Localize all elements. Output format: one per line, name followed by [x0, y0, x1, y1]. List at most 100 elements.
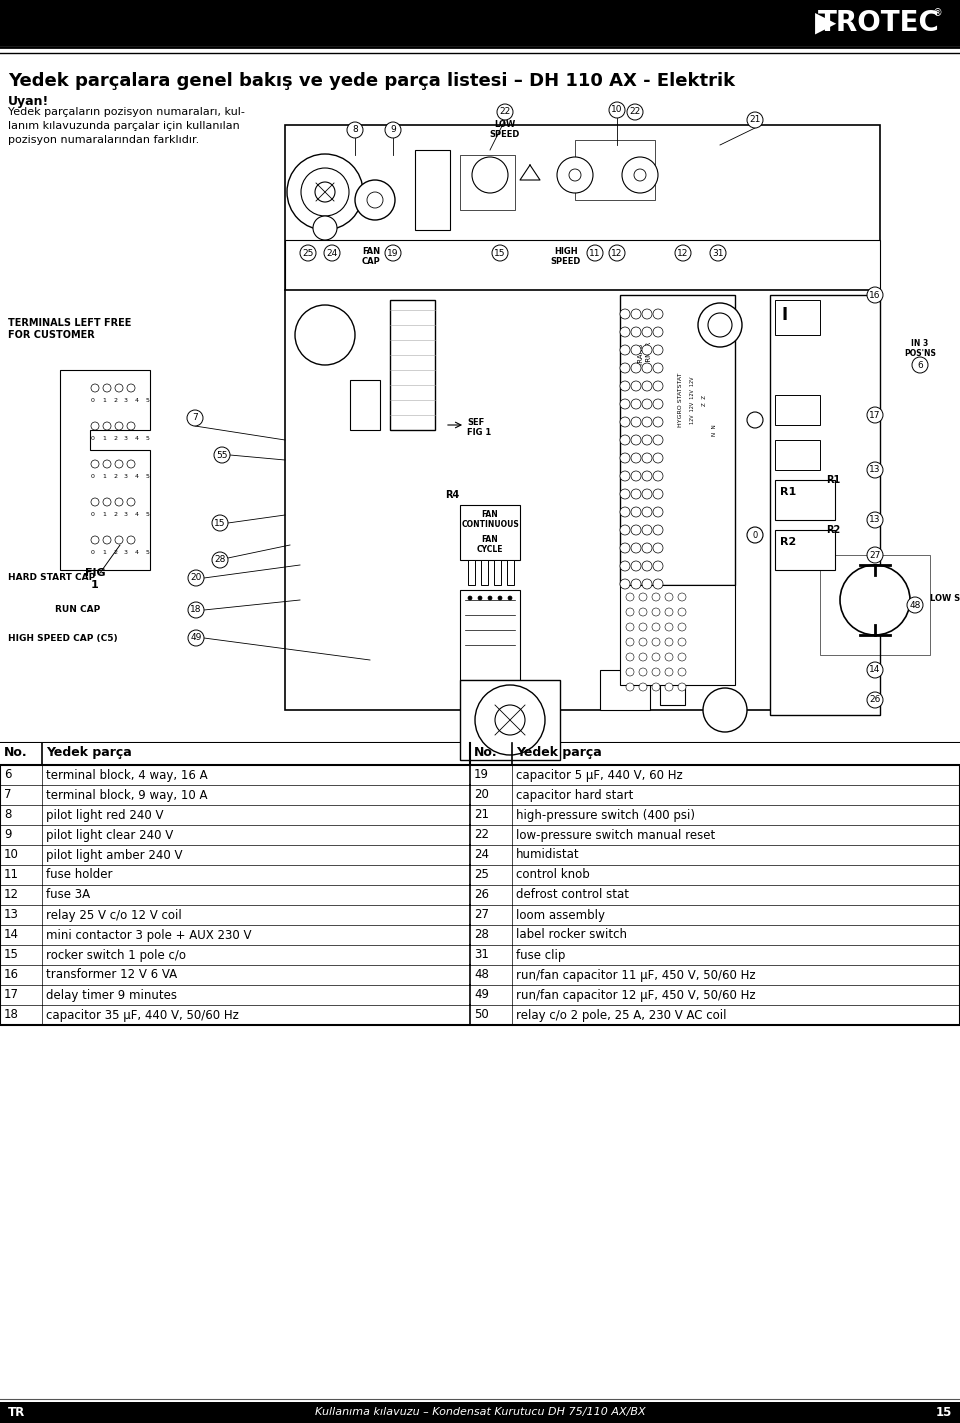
Text: fuse clip: fuse clip — [516, 949, 565, 962]
Text: terminal block, 9 way, 10 A: terminal block, 9 way, 10 A — [46, 788, 207, 801]
Text: 17: 17 — [4, 989, 19, 1002]
Text: 18: 18 — [4, 1009, 19, 1022]
Text: 8: 8 — [352, 125, 358, 135]
Circle shape — [587, 245, 603, 260]
Text: 0: 0 — [91, 511, 95, 517]
Text: 0: 0 — [753, 531, 757, 539]
Circle shape — [912, 357, 928, 373]
Circle shape — [652, 638, 660, 646]
Bar — [0, 1402, 960, 1423]
Circle shape — [665, 683, 673, 692]
Circle shape — [626, 623, 634, 630]
Circle shape — [652, 683, 660, 692]
Circle shape — [626, 683, 634, 692]
Circle shape — [127, 460, 135, 468]
Text: 31: 31 — [474, 949, 489, 962]
Circle shape — [867, 462, 883, 478]
Circle shape — [639, 593, 647, 601]
Bar — [775, 480, 835, 519]
Text: No.: No. — [4, 746, 28, 758]
Text: 26: 26 — [870, 696, 880, 704]
Text: R1: R1 — [780, 487, 796, 497]
Circle shape — [703, 687, 747, 731]
Text: low-pressure switch manual reset: low-pressure switch manual reset — [516, 828, 715, 841]
Circle shape — [115, 536, 123, 544]
Circle shape — [665, 638, 673, 646]
Circle shape — [665, 608, 673, 616]
Text: IN 3
POS'NS: IN 3 POS'NS — [904, 339, 936, 359]
Text: fuse 3A: fuse 3A — [46, 888, 90, 902]
Bar — [285, 290, 880, 710]
Text: 5: 5 — [146, 435, 150, 441]
Circle shape — [620, 507, 630, 517]
Bar — [460, 680, 560, 760]
Text: pilot light amber 240 V: pilot light amber 240 V — [46, 848, 182, 861]
Circle shape — [188, 630, 204, 646]
Bar — [575, 139, 655, 201]
Text: 1: 1 — [102, 435, 106, 441]
Text: 49: 49 — [190, 633, 202, 643]
Circle shape — [188, 602, 204, 618]
Text: 10: 10 — [612, 105, 623, 114]
Text: 0: 0 — [91, 474, 95, 478]
Circle shape — [472, 157, 508, 194]
Circle shape — [620, 398, 630, 408]
Circle shape — [653, 398, 663, 408]
Circle shape — [385, 122, 401, 138]
Text: relay 25 V c/o 12 V coil: relay 25 V c/o 12 V coil — [46, 908, 181, 922]
Text: 2: 2 — [113, 397, 117, 403]
Circle shape — [127, 498, 135, 507]
Text: Yedek parça: Yedek parça — [46, 746, 132, 758]
Circle shape — [747, 527, 763, 544]
Circle shape — [642, 435, 652, 445]
Bar — [770, 295, 880, 714]
Circle shape — [639, 608, 647, 616]
Text: TROTEC: TROTEC — [818, 9, 940, 37]
Circle shape — [642, 327, 652, 337]
Text: No.: No. — [474, 746, 497, 758]
Text: 17: 17 — [869, 410, 880, 420]
Bar — [775, 440, 820, 470]
Circle shape — [642, 417, 652, 427]
Circle shape — [508, 596, 512, 601]
Circle shape — [642, 398, 652, 408]
Circle shape — [710, 245, 726, 260]
Circle shape — [653, 561, 663, 571]
Text: 22: 22 — [474, 828, 489, 841]
Circle shape — [653, 344, 663, 354]
Text: Kullanıma kılavuzu – Kondensat Kurutucu DH 75/110 AX/BX: Kullanıma kılavuzu – Kondensat Kurutucu … — [315, 1407, 645, 1417]
Circle shape — [620, 525, 630, 535]
Bar — [820, 555, 930, 655]
Text: FAN
CYCLE: FAN CYCLE — [477, 535, 503, 555]
Circle shape — [652, 623, 660, 630]
Text: 0: 0 — [91, 397, 95, 403]
Circle shape — [639, 667, 647, 676]
Text: high-pressure switch (400 psi): high-pressure switch (400 psi) — [516, 808, 695, 821]
Text: 20: 20 — [190, 573, 202, 582]
Circle shape — [708, 313, 732, 337]
Circle shape — [103, 536, 111, 544]
Circle shape — [103, 460, 111, 468]
Circle shape — [620, 327, 630, 337]
Text: 21: 21 — [474, 808, 489, 821]
Text: capacitor 35 μF, 440 V, 50/60 Hz: capacitor 35 μF, 440 V, 50/60 Hz — [46, 1009, 239, 1022]
Circle shape — [620, 435, 630, 445]
Text: HARD START CAP: HARD START CAP — [8, 573, 95, 582]
Text: 3: 3 — [124, 549, 128, 555]
Circle shape — [639, 683, 647, 692]
Circle shape — [91, 384, 99, 391]
Text: run/fan capacitor 11 μF, 450 V, 50/60 Hz: run/fan capacitor 11 μF, 450 V, 50/60 Hz — [516, 969, 756, 982]
Circle shape — [115, 460, 123, 468]
Circle shape — [642, 381, 652, 391]
Text: control knob: control knob — [516, 868, 589, 881]
Text: 5: 5 — [146, 474, 150, 478]
Text: 49: 49 — [474, 989, 489, 1002]
Text: 4: 4 — [135, 511, 139, 517]
Circle shape — [631, 471, 641, 481]
Circle shape — [653, 471, 663, 481]
Text: R2: R2 — [780, 536, 796, 546]
Text: delay timer 9 minutes: delay timer 9 minutes — [46, 989, 177, 1002]
Text: fuse holder: fuse holder — [46, 868, 112, 881]
Circle shape — [867, 692, 883, 709]
Circle shape — [678, 653, 686, 662]
